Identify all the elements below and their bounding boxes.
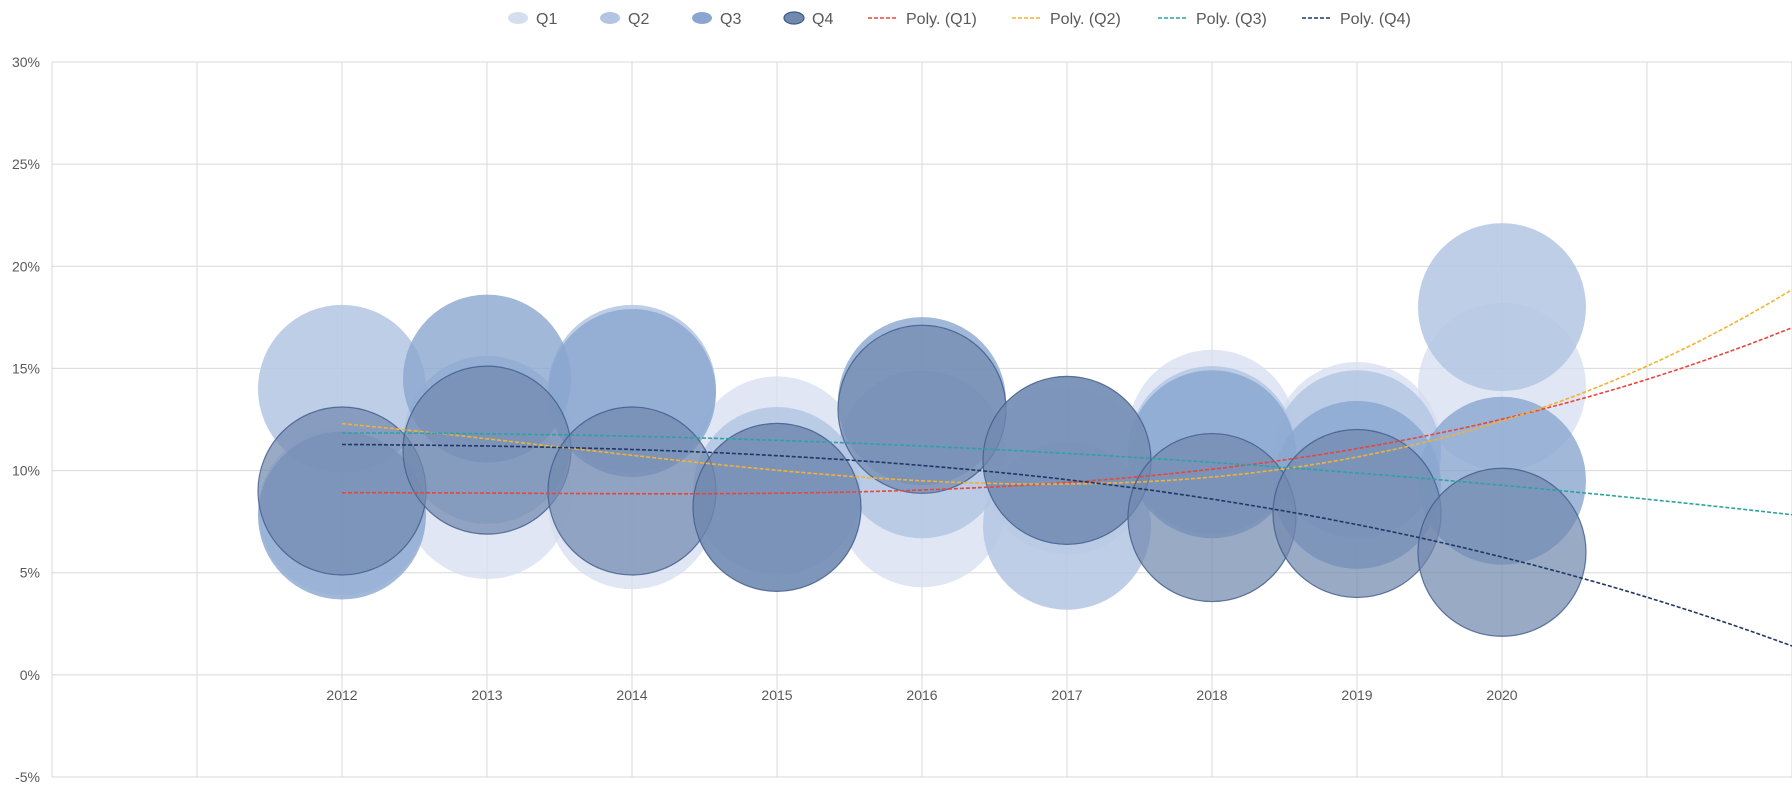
legend: Q1 Q2 Q3 Q4 Poly. (Q1) Poly. (Q2) Poly. (Q3) Po… — [508, 11, 1411, 28]
trendline-polyq4 — [342, 443, 1792, 647]
bubble-q4 — [1272, 428, 1442, 599]
y-tick-label: -5% — [15, 769, 40, 785]
legend-marker-q4 — [783, 11, 805, 25]
bubbles — [257, 223, 1587, 637]
trendlines — [341, 288, 1792, 647]
x-tick-label: 2013 — [471, 687, 502, 703]
trendline-polyq3 — [342, 432, 1792, 516]
legend-label: Q3 — [720, 11, 741, 28]
bubble-q4 — [402, 365, 572, 535]
x-tick-label: 2012 — [326, 687, 357, 703]
y-tick-label: 25% — [12, 156, 40, 172]
x-tick-label: 2019 — [1341, 687, 1372, 703]
y-tick-label: 0% — [20, 667, 40, 683]
bubble-q4 — [692, 422, 862, 592]
bubble-q4 — [837, 324, 1007, 494]
x-tick-label: 2017 — [1051, 687, 1082, 703]
bubble-q2 — [1418, 223, 1586, 392]
legend-label: Q4 — [812, 11, 833, 28]
trendline-polyq2 — [341, 288, 1792, 485]
x-axis: 2012 2013 2014 2015 2016 2017 2018 2019 2020 — [326, 687, 1517, 703]
x-tick-label: 2020 — [1486, 687, 1517, 703]
x-tick-label: 2014 — [616, 687, 647, 703]
bubble-q4 — [1417, 467, 1587, 637]
legend-label: Q1 — [536, 11, 557, 28]
trendline-polyq1 — [341, 326, 1792, 495]
legend-marker-q3 — [692, 12, 712, 24]
legend-label: Poly. (Q1) — [906, 11, 977, 28]
bubble-q4 — [982, 375, 1152, 545]
legend-marker-q2 — [600, 12, 620, 24]
legend-label: Q2 — [628, 11, 649, 28]
legend-label: Poly. (Q2) — [1050, 11, 1121, 28]
y-tick-label: 15% — [12, 360, 40, 376]
y-tick-label: 30% — [12, 54, 40, 70]
x-tick-label: 2015 — [761, 687, 792, 703]
x-tick-label: 2018 — [1196, 687, 1227, 703]
y-tick-label: 10% — [12, 463, 40, 479]
y-tick-label: 20% — [12, 258, 40, 274]
legend-label: Poly. (Q4) — [1340, 11, 1411, 28]
y-axis: 30% 25% 20% 15% 10% 5% 0% -5% — [12, 54, 40, 785]
x-tick-label: 2016 — [906, 687, 937, 703]
legend-label: Poly. (Q3) — [1196, 11, 1267, 28]
bubble-q4 — [547, 406, 717, 576]
legend-marker-q1 — [508, 12, 528, 24]
y-tick-label: 5% — [20, 565, 40, 581]
